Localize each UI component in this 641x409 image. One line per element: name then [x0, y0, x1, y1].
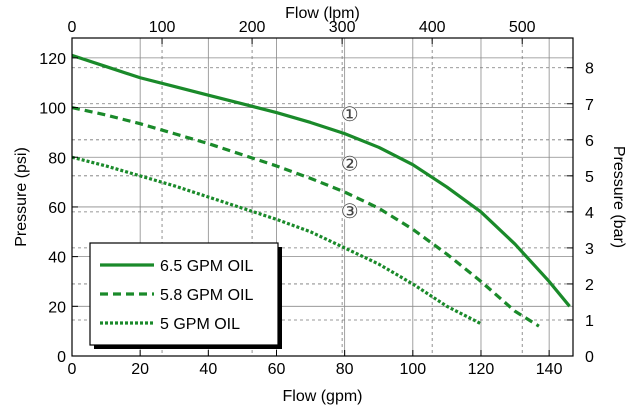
x-axis-title: Flow (gpm): [282, 388, 362, 405]
annotation-bg: [340, 155, 359, 174]
y-tick-label: 60: [48, 200, 66, 217]
annotation-marker-1: ①: [341, 102, 359, 126]
x2-tick-label: 500: [509, 19, 536, 36]
x-tick-label: 140: [536, 361, 563, 378]
x2-tick-label: 400: [419, 19, 446, 36]
y2-tick-label: 5: [585, 169, 594, 186]
annotations: ① ② ③: [340, 102, 359, 223]
y-tick-label: 80: [48, 150, 66, 167]
legend-label-2: 5.8 GPM OIL: [160, 287, 253, 304]
y2-tick-label: 4: [585, 205, 594, 222]
y2-tick-label: 3: [585, 241, 594, 258]
y-tick-label: 120: [39, 51, 66, 68]
y2-tick-label: 6: [585, 133, 594, 150]
y2-tick-label: 8: [585, 61, 594, 78]
legend: 6.5 GPM OIL 5.8 GPM OIL 5 GPM OIL: [89, 242, 282, 349]
y2-tick-label: 7: [585, 97, 594, 114]
x-tick-label: 100: [399, 361, 426, 378]
y2-axis-title: Pressure (bar): [610, 146, 627, 248]
series-line-3: [71, 155, 482, 326]
y-axis-title: Pressure (psi): [13, 147, 30, 247]
y-tick-label: 40: [48, 250, 66, 267]
x2-tick-label: 0: [68, 19, 77, 36]
y2-tick-label: 2: [585, 277, 594, 294]
x2-tick-label: 100: [149, 19, 176, 36]
x-tick-label: 20: [131, 361, 149, 378]
x-tick-label: 40: [199, 361, 217, 378]
x-tick-label: 120: [468, 361, 495, 378]
series-line-1: [71, 53, 571, 308]
x-tick-label: 80: [336, 361, 354, 378]
y-tick-label: 0: [57, 349, 66, 366]
annotation-bg: [340, 106, 359, 125]
x2-tick-label: 200: [239, 19, 266, 36]
plot-frame: [71, 37, 574, 357]
y-tick-label: 20: [48, 299, 66, 316]
annotation-marker-3: ③: [341, 199, 359, 223]
x2-tick-label: 300: [329, 19, 356, 36]
annotation-marker-2: ②: [341, 152, 359, 176]
legend-box: [89, 242, 279, 346]
legend-label-1: 6.5 GPM OIL: [160, 258, 253, 275]
y2-tick-label: 0: [585, 349, 594, 366]
x2-axis-title: Flow (lpm): [285, 5, 360, 22]
legend-label-3: 5 GPM OIL: [160, 316, 240, 333]
x-tick-label: 0: [68, 361, 77, 378]
x-tick-label: 60: [268, 361, 286, 378]
series-line-2: [71, 105, 540, 328]
y-tick-label: 100: [39, 101, 66, 118]
y2-tick-label: 1: [585, 313, 594, 330]
series-curves: [71, 53, 571, 328]
annotation-bg: [340, 202, 359, 221]
